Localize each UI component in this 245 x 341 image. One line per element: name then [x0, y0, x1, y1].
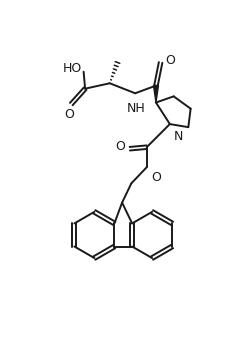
Text: HO: HO: [63, 62, 82, 75]
Text: NH: NH: [127, 102, 145, 115]
Text: O: O: [151, 171, 161, 184]
Text: O: O: [64, 108, 74, 121]
Polygon shape: [154, 86, 159, 103]
Text: O: O: [165, 54, 175, 67]
Text: O: O: [115, 140, 125, 153]
Text: N: N: [174, 130, 183, 143]
